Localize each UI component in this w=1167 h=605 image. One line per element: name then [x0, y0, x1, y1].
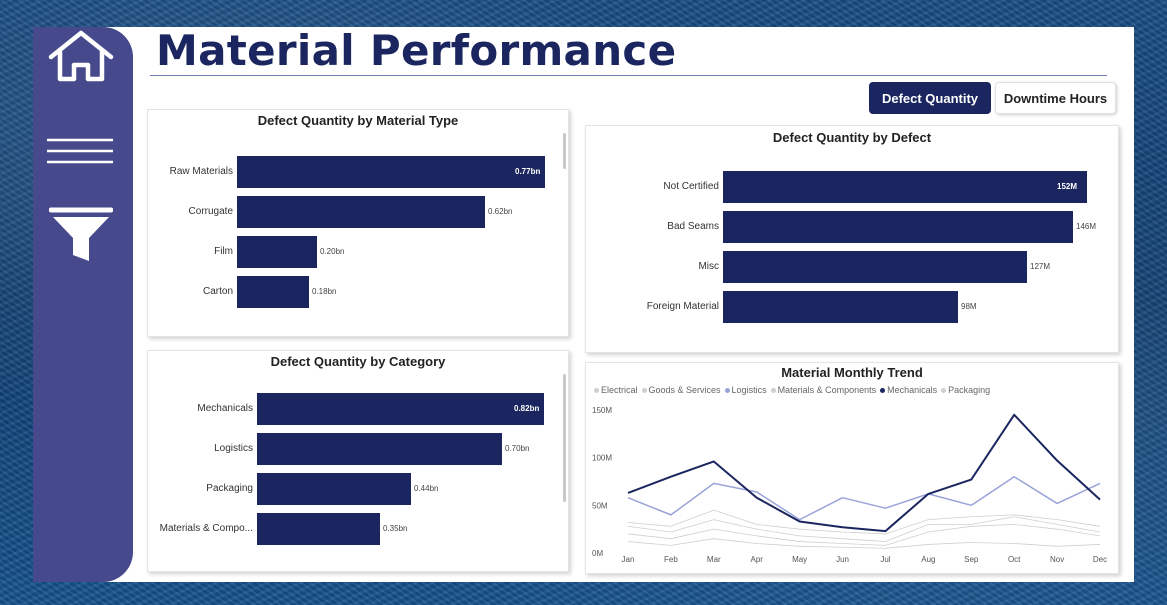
x-tick-label: Mar: [707, 555, 721, 564]
x-tick-label: Jun: [836, 555, 849, 564]
x-tick-label: Nov: [1050, 555, 1064, 564]
bar-value-label: 146M: [1076, 222, 1097, 231]
legend-item[interactable]: Materials & Components: [770, 385, 877, 395]
x-tick-label: Jan: [622, 555, 635, 564]
y-tick-label: 100M: [592, 454, 612, 463]
bar-category-label: Logistics: [214, 443, 253, 454]
series-line-goods-services[interactable]: [627, 523, 1101, 546]
bar[interactable]: [237, 276, 309, 308]
bar-value-label: 0.20bn: [320, 247, 345, 256]
series-line-mechanicals[interactable]: [627, 413, 1101, 533]
bar-category-label: Mechanicals: [197, 403, 253, 414]
chart-title: Defect Quantity by Defect: [772, 130, 932, 145]
scrollbar[interactable]: [563, 133, 566, 169]
bar-value-label: 0.18bn: [312, 287, 337, 296]
bar[interactable]: [257, 513, 380, 545]
bar-category-label: Packaging: [206, 483, 253, 494]
series-line-materials-components[interactable]: [627, 509, 1101, 535]
chart-legend: Electrical Goods & Services Logistics Mater…: [594, 385, 994, 395]
bar-category-label: Foreign Material: [646, 301, 719, 312]
bar-value-label: 0.82bn: [514, 404, 540, 413]
y-tick-label: 0M: [592, 549, 603, 558]
bar-category-label: Corrugate: [188, 206, 233, 217]
legend-item[interactable]: Mechanicals: [880, 385, 937, 395]
series-line-electrical[interactable]: [627, 538, 1101, 549]
chart-title: Material Monthly Trend: [781, 365, 923, 380]
bar[interactable]: [723, 171, 1087, 203]
title-divider: [150, 75, 1107, 76]
bar[interactable]: [237, 236, 317, 268]
monthly-trend-chart-card: Material Monthly Trend Electrical Goods &…: [585, 362, 1119, 574]
legend-label: Logistics: [731, 385, 767, 395]
bar-value-label: 0.77bn: [515, 167, 541, 176]
legend-dot-icon: [594, 388, 599, 394]
x-tick-label: Feb: [664, 555, 678, 564]
defect-quantity-button[interactable]: Defect Quantity: [869, 82, 991, 114]
legend-label: Goods & Services: [648, 385, 721, 395]
category-chart-card: Defect Quantity by Category Mechanicals 0…: [147, 350, 569, 572]
bar-category-label: Carton: [202, 286, 233, 297]
x-tick-label: Aug: [921, 555, 935, 564]
bar-value-label: 152M: [1057, 182, 1078, 191]
x-tick-label: Sep: [964, 555, 979, 564]
page-title: Material Performance: [156, 26, 677, 75]
bar-category-label: Not Certified: [663, 181, 719, 192]
bar-category-label: Raw Materials: [169, 166, 233, 177]
legend-dot-icon: [641, 388, 647, 394]
legend-item[interactable]: Electrical: [594, 385, 638, 395]
bar[interactable]: [723, 211, 1073, 243]
x-tick-label: Oct: [1008, 555, 1021, 564]
legend-item[interactable]: Goods & Services: [641, 385, 721, 395]
legend-item[interactable]: Packaging: [941, 385, 990, 395]
filter-icon[interactable]: [48, 205, 114, 269]
y-tick-label: 50M: [592, 501, 608, 510]
x-tick-label: Jul: [880, 555, 890, 564]
bar-category-label: Bad Seams: [667, 221, 719, 232]
scrollbar[interactable]: [563, 374, 566, 502]
y-tick-label: 150M: [592, 406, 612, 415]
defect-chart-card: Defect Quantity by Defect Not Certified 1…: [585, 125, 1119, 353]
legend-label: Packaging: [948, 385, 991, 395]
series-line-logistics[interactable]: [627, 475, 1101, 521]
x-tick-label: Apr: [751, 555, 764, 564]
bar-category-label: Film: [214, 246, 233, 257]
bar[interactable]: [257, 473, 411, 505]
bar-category-label: Materials & Compo...: [159, 523, 253, 534]
bar[interactable]: [237, 196, 485, 228]
bar[interactable]: [257, 393, 544, 425]
series-line-packaging[interactable]: [627, 516, 1101, 542]
line-chart: 0M 50M 100M 150M Jan Feb Mar Apr May Jun Jul Aug Sep…: [592, 406, 1107, 564]
bar-value-label: 0.44bn: [414, 484, 439, 493]
bar-value-label: 0.62bn: [488, 207, 513, 216]
legend-label: Materials & Components: [777, 385, 877, 395]
bar[interactable]: [723, 251, 1027, 283]
sidebar: [33, 27, 133, 582]
home-icon[interactable]: [45, 29, 117, 89]
legend-dot-icon: [941, 388, 947, 394]
legend-label: Mechanicals: [887, 385, 938, 395]
bar[interactable]: [257, 433, 502, 465]
bar-category-label: Misc: [698, 261, 719, 272]
legend-dot-icon: [880, 388, 886, 394]
bar-value-label: 0.35bn: [383, 524, 408, 533]
legend-dot-icon: [770, 388, 776, 394]
legend-item[interactable]: Logistics: [724, 385, 767, 395]
legend-label: Electrical: [601, 385, 638, 395]
chart-title: Defect Quantity by Category: [270, 354, 446, 369]
bar-value-label: 0.70bn: [505, 444, 530, 453]
x-tick-label: May: [792, 555, 807, 564]
x-tick-label: Dec: [1093, 555, 1107, 564]
material-type-chart-card: Defect Quantity by Material Type Raw Mat…: [147, 109, 569, 337]
legend-dot-icon: [724, 388, 730, 394]
bar-value-label: 98M: [961, 302, 977, 311]
bar-value-label: 127M: [1030, 262, 1051, 271]
downtime-hours-button[interactable]: Downtime Hours: [995, 82, 1116, 114]
chart-title: Defect Quantity by Material Type: [257, 113, 459, 128]
bar[interactable]: [723, 291, 958, 323]
bar[interactable]: [237, 156, 545, 188]
menu-icon[interactable]: [45, 137, 117, 171]
